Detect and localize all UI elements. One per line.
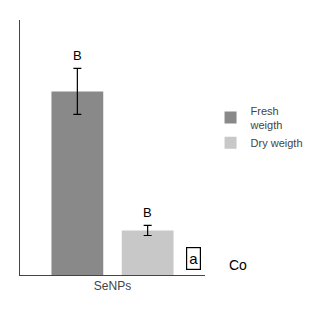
svg-text:SeNPs: SeNPs (94, 279, 131, 293)
svg-text:a: a (189, 250, 198, 267)
svg-text:B: B (73, 48, 82, 63)
svg-text:B: B (143, 205, 152, 220)
svg-text:Co: Co (229, 257, 247, 273)
svg-text:Freshweigth: Freshweigth (250, 105, 283, 131)
svg-text:Dry weigth: Dry weigth (251, 137, 303, 149)
